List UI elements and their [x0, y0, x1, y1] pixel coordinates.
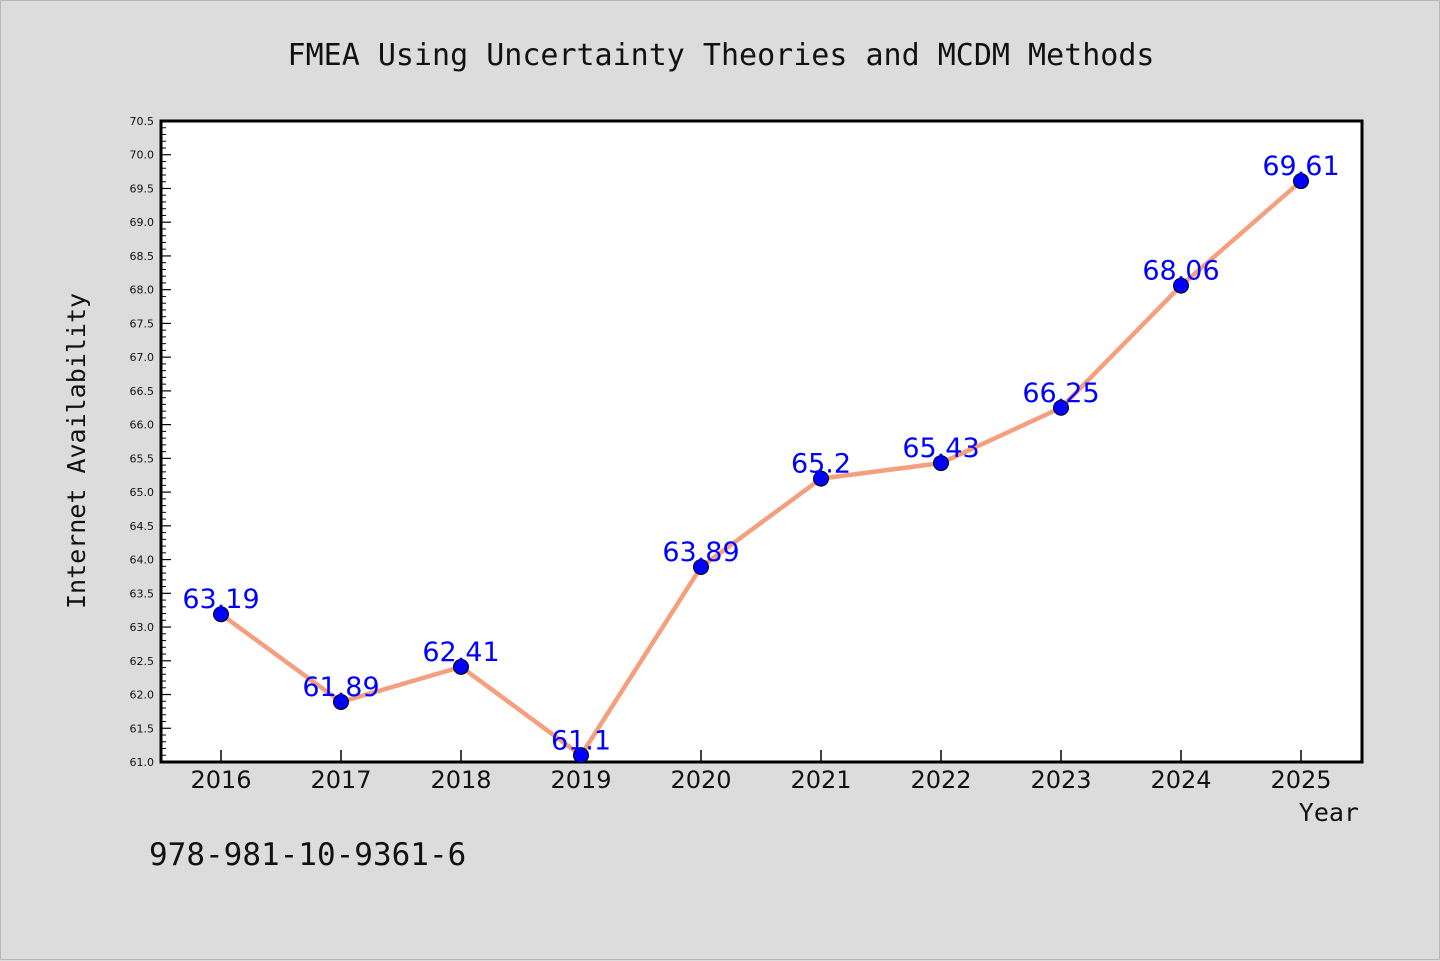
y-tick-label: 61.5: [130, 722, 155, 735]
y-tick-label: 64.0: [130, 554, 155, 567]
x-tick-label: 2024: [1150, 766, 1211, 794]
data-label: 63.19: [182, 584, 259, 615]
y-tick-label: 67.5: [130, 317, 155, 330]
y-tick-label: 63.5: [130, 587, 155, 600]
data-label: 61.89: [302, 672, 379, 703]
data-point: [693, 559, 709, 576]
x-tick-label: 2022: [910, 766, 971, 794]
x-axis: 2016 2017 2018 2019 2020 2021 2022 2023 2024 2025: [190, 750, 1332, 794]
x-tick-label: 2025: [1270, 766, 1331, 794]
x-tick-label: 2020: [670, 766, 731, 794]
x-tick-label: 2021: [790, 766, 851, 794]
y-axis-title: Internet Availability: [62, 293, 91, 609]
y-tick-label: 64.5: [130, 520, 155, 533]
x-tick-label: 2017: [310, 766, 371, 794]
y-tick-label: 70.0: [130, 149, 155, 162]
x-tick-label: 2019: [550, 766, 611, 794]
y-tick-label: 65.5: [130, 452, 155, 465]
data-point: [573, 747, 589, 764]
data-point: [813, 470, 829, 487]
series-line: [219, 179, 1303, 758]
x-axis-title: Year: [1299, 798, 1359, 827]
data-label: 63.89: [662, 537, 739, 568]
data-label: 62.41: [422, 637, 499, 668]
data-point: [1293, 173, 1309, 190]
x-tick-label: 2016: [190, 766, 251, 794]
data-label: 66.25: [1022, 378, 1099, 409]
data-label: 61.1: [551, 725, 611, 756]
data-label: 68.06: [1142, 256, 1219, 287]
y-tick-label: 66.0: [130, 419, 155, 432]
data-point: [933, 455, 949, 472]
y-tick-label: 65.0: [130, 486, 155, 499]
data-point: [453, 658, 469, 675]
data-label-layer: 63.19 61.89 62.41 61.1 63.89 65.2 65.43 66.25 68…: [182, 151, 1339, 756]
x-tick-label: 2023: [1030, 766, 1091, 794]
y-tick-label: 61.0: [130, 756, 155, 769]
data-label: 69.61: [1262, 151, 1339, 182]
y-axis: 61.0 61.5 62.0 62.5 63.0 63.5 64.0 64.5 65.0 65.5…: [130, 115, 171, 769]
y-tick-label: 68.5: [130, 250, 155, 263]
series-layer: [213, 173, 1309, 764]
data-point: [1173, 277, 1189, 294]
y-tick-label: 68.0: [130, 284, 155, 297]
chart-title: FMEA Using Uncertainty Theories and MCDM…: [288, 38, 1155, 73]
y-tick-label: 62.5: [130, 655, 155, 668]
plot-area: [159, 119, 1364, 764]
y-tick-label: 70.5: [130, 115, 155, 128]
y-tick-label: 69.5: [130, 182, 155, 195]
y-tick-label: 63.0: [130, 621, 155, 634]
data-label: 65.2: [791, 449, 851, 480]
data-point: [213, 606, 229, 623]
y-tick-label: 62.0: [130, 689, 155, 702]
data-point: [333, 693, 349, 710]
y-tick-label: 69.0: [130, 216, 155, 229]
y-tick-label: 67.0: [130, 351, 155, 364]
data-label: 65.43: [902, 433, 979, 464]
x-tick-label: 2018: [430, 766, 491, 794]
data-point: [1053, 399, 1069, 416]
y-tick-label: 66.5: [130, 385, 155, 398]
footnote-isbn: 978-981-10-9361-6: [149, 837, 466, 873]
